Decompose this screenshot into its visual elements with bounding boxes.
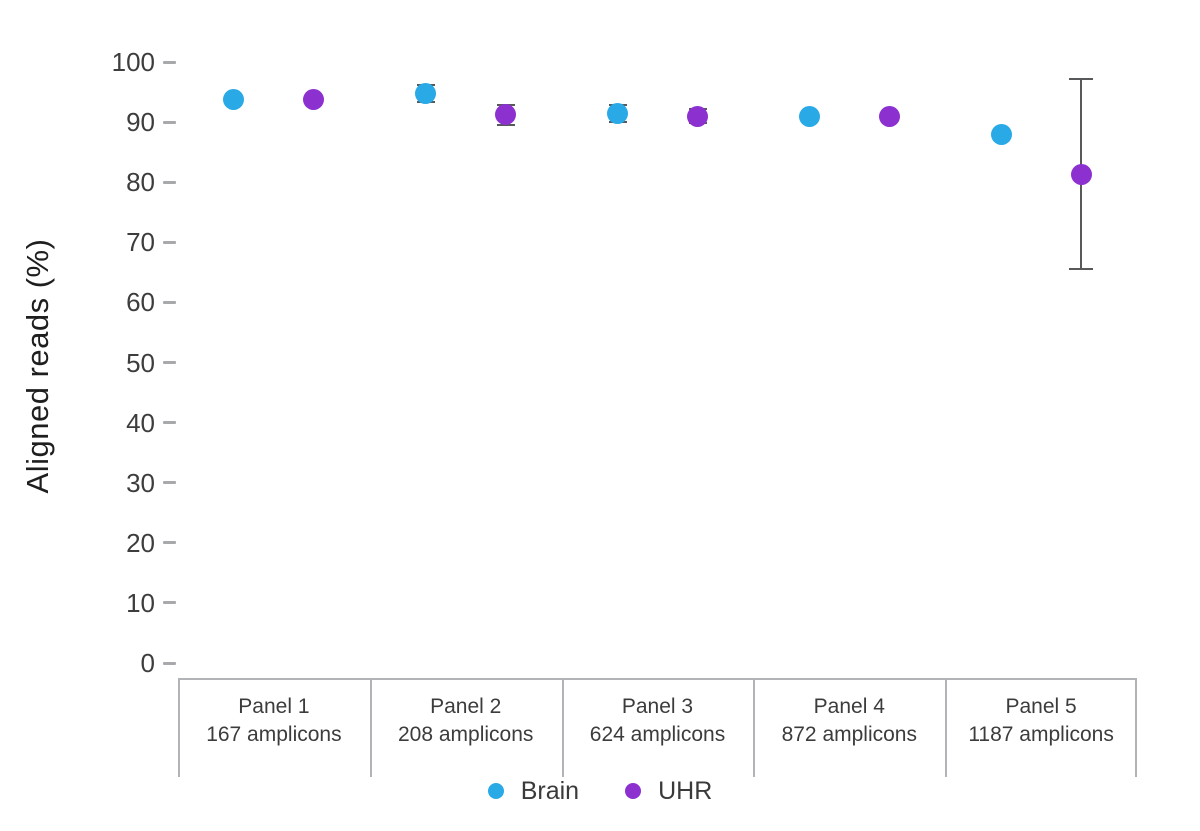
y-tick-label: 0 [140,648,155,678]
x-axis-panel-band: Panel 1 167 amplicons Panel 2 208 amplicons… [178,678,1137,777]
data-point-uhr [687,105,708,127]
y-tick-label: 70 [126,227,155,258]
y-tick-label: 100 [111,47,155,77]
y-axis-title: Aligned reads (%) [20,238,55,494]
data-point-uhr [495,104,517,126]
panel-amplicon-count: 624 amplicons [589,723,726,746]
legend-swatch-icon [625,783,642,799]
data-point-brain [798,106,820,128]
data-point-brain [607,103,628,125]
x-category-cell: Panel 4 872 amplicons [753,680,945,749]
error-bar [1069,268,1094,271]
panel-name: Panel 5 [1005,695,1077,718]
panel-name: Panel 1 [238,695,310,718]
panel-amplicon-count: 872 amplicons [781,723,917,746]
y-tick-mark [163,240,176,244]
panel-divider [178,680,180,777]
y-tick-mark [163,361,176,364]
x-category-cell: Panel 1 167 amplicons [178,680,370,749]
y-tick-label: 60 [126,287,155,318]
data-point-uhr [303,88,325,110]
y-tick-mark [163,60,176,64]
legend-swatch-icon [487,783,504,799]
data-point-brain [415,83,437,105]
y-tick-label: 50 [126,347,155,378]
panel-name: Panel 3 [621,695,694,718]
panel-amplicon-count: 208 amplicons [397,723,534,746]
legend-label: UHR [658,776,713,805]
panel-divider [945,680,948,777]
panel-divider [369,680,372,777]
y-tick-mark [163,120,176,124]
y-tick-label: 40 [126,407,155,438]
y-tick-label: 80 [126,167,155,198]
x-category-cell: Panel 2 208 amplicons [370,680,562,749]
y-tick-mark [163,541,176,545]
y-tick-mark [163,481,176,485]
y-tick-label: 30 [126,467,155,498]
panel-name: Panel 4 [813,695,885,718]
data-point-uhr [1070,163,1092,185]
panel-divider [1135,680,1137,777]
error-bar [1069,78,1094,81]
x-category-cell: Panel 3 624 amplicons [562,680,754,749]
data-point-brain [990,124,1012,146]
panel-amplicon-count: 1187 amplicons [968,723,1114,746]
panel-divider [753,680,756,777]
panel-divider [561,680,564,777]
legend-item-uhr: UHR [625,777,712,806]
y-tick-label: 10 [126,587,155,618]
data-point-uhr [878,106,900,128]
legend: Brain UHR [0,774,1200,808]
y-tick-label: 20 [126,527,155,558]
y-tick-mark [163,661,176,665]
y-tick-label: 90 [126,107,155,138]
panel-amplicon-count: 167 amplicons [206,723,342,746]
legend-label: Brain [520,776,580,805]
y-tick-mark [163,300,176,304]
y-tick-mark [163,421,176,425]
data-point-brain [223,88,245,110]
x-category-cell: Panel 5 1187 amplicons [945,680,1137,749]
legend-item-brain: Brain [487,776,580,806]
y-tick-mark [163,601,176,605]
panel-name: Panel 2 [430,695,502,718]
y-tick-mark [163,180,176,184]
